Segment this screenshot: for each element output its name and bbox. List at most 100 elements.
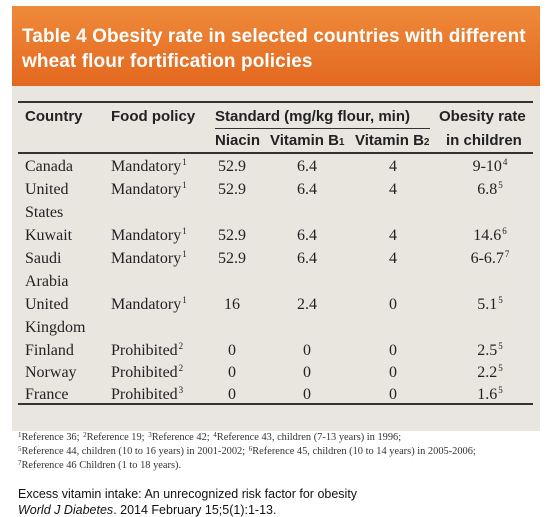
cell-country: States: [25, 204, 64, 221]
cell-b2: 4: [389, 181, 397, 198]
cell-niacin: 0: [228, 342, 236, 359]
header-country: Country: [25, 108, 83, 125]
table-title-line-1: Table 4 Obesity rate in selected countri…: [22, 26, 526, 47]
footnote-marker: 3: [178, 385, 184, 395]
footnote-marker: 1: [182, 157, 187, 167]
footnote-marker: 5: [498, 341, 503, 351]
cell-country: Norway: [25, 364, 77, 381]
cell-b1: 6.4: [297, 250, 317, 267]
cell-rate: 2.55: [477, 341, 503, 359]
cell-country: Kingdom: [25, 319, 86, 336]
caption-citation: World J Diabetes. 2014 February 15;5(1):…: [18, 503, 276, 517]
reference-text: Reference 45, children (10 to 14 years) …: [252, 446, 476, 457]
footnote-marker: 4: [502, 157, 508, 167]
reference-text: Reference 19;: [86, 432, 148, 443]
cell-policy: Mandatory1: [111, 157, 187, 175]
reference-marker: 5: [18, 445, 22, 453]
header-obesity-line-2: in children: [446, 132, 522, 149]
cell-b2: 4: [389, 250, 397, 267]
header-standard: Standard (mg/kg flour, min): [215, 108, 411, 125]
cell-country: Finland: [25, 342, 74, 359]
footnote-marker: 6: [502, 226, 507, 236]
cell-country: Kuwait: [25, 227, 73, 244]
reference-marker: 3: [148, 431, 152, 439]
reference-text: Reference 44, children (10 to 16 years) …: [21, 446, 248, 457]
footnote-marker: 1: [182, 295, 187, 305]
table-panel: Table 4 Obesity rate in selected countri…: [12, 6, 540, 431]
cell-b1: 6.4: [297, 158, 317, 175]
header-vitamin-b2: Vitamin B2: [355, 132, 430, 149]
reference-line: 1Reference 36; 2Reference 19; 3Reference…: [17, 431, 402, 443]
reference-marker: 4: [213, 431, 217, 439]
cell-policy: Prohibited3: [111, 385, 184, 403]
cell-b1: 6.4: [297, 181, 317, 198]
cell-b2: 0: [389, 386, 397, 403]
reference-line: 5Reference 44, children (10 to 16 years)…: [17, 445, 476, 457]
cell-country: United: [25, 296, 69, 313]
reference-text: Reference 46 Children (1 to 18 years).: [21, 460, 182, 471]
table-title-line-2: wheat flour fortification policies: [22, 51, 313, 72]
reference-text: Reference 42;: [151, 432, 213, 443]
reference-text: Reference 43, children (7-13 years) in 1…: [216, 432, 402, 443]
journal-name: World J Diabetes: [18, 503, 114, 517]
reference-text: Reference 36;: [21, 432, 83, 443]
reference-marker: 6: [248, 445, 253, 453]
header-niacin: Niacin: [215, 132, 261, 149]
cell-rate: 6-6.77: [470, 249, 510, 267]
reference-marker: 7: [18, 459, 22, 467]
header-obesity-line-1: Obesity rate: [439, 108, 526, 125]
cell-country: Canada: [25, 158, 73, 175]
footnote-marker: 2: [178, 363, 184, 373]
cell-country: France: [25, 386, 69, 403]
table-title-banner: Table 4 Obesity rate in selected countri…: [12, 6, 540, 86]
cell-b2: 4: [389, 227, 397, 244]
standard-rule: [215, 128, 430, 129]
footnote-marker: 2: [178, 341, 184, 351]
reference-marker: 2: [83, 431, 87, 439]
footnote-marker: 5: [498, 363, 503, 373]
cell-b2: 4: [389, 158, 397, 175]
cell-b2: 0: [389, 296, 397, 313]
cell-b2: 0: [389, 342, 397, 359]
cell-rate: 2.25: [477, 363, 503, 381]
footnote-marker: 5: [498, 180, 503, 190]
footnote-marker: 7: [504, 249, 510, 259]
cell-niacin: 52.9: [218, 181, 246, 198]
footnote-marker: 1: [182, 249, 187, 259]
cell-policy: Mandatory1: [111, 295, 187, 313]
cell-niacin: 52.9: [218, 227, 246, 244]
footnote-marker: 1: [182, 226, 187, 236]
header-vitamin-b1: Vitamin B1: [270, 132, 345, 149]
cell-niacin: 0: [228, 364, 236, 381]
cell-niacin: 16: [224, 296, 240, 313]
reference-line: 7Reference 46 Children (1 to 18 years).: [17, 459, 182, 471]
cell-rate: 1.65: [477, 385, 503, 403]
cell-policy: Prohibited2: [111, 363, 184, 381]
cell-b1: 0: [303, 386, 311, 403]
cell-rate: 9-104: [472, 157, 508, 175]
cell-b2: 0: [389, 364, 397, 381]
footnote-marker: 5: [498, 295, 503, 305]
cell-b1: 2.4: [297, 296, 317, 313]
cell-b1: 6.4: [297, 227, 317, 244]
citation-details: . 2014 February 15;5(1):1-13.: [113, 503, 277, 517]
cell-rate: 14.66: [473, 226, 507, 244]
cell-rate: 5.15: [477, 295, 503, 313]
cell-policy: Mandatory1: [111, 249, 187, 267]
cell-country: Arabia: [25, 273, 69, 290]
cell-rate: 6.85: [477, 180, 503, 198]
cell-b1: 0: [303, 342, 311, 359]
cell-b1: 0: [303, 364, 311, 381]
reference-marker: 1: [18, 431, 22, 439]
cell-country: United: [25, 181, 69, 198]
top-rule: [18, 101, 533, 103]
cell-policy: Mandatory1: [111, 180, 187, 198]
footnote-marker: 5: [498, 385, 503, 395]
cell-niacin: 0: [228, 386, 236, 403]
footnote-marker: 1: [182, 180, 187, 190]
header-rule: [18, 152, 533, 154]
caption-title: Excess vitamin intake: An unrecognized r…: [18, 487, 358, 501]
cell-policy: Prohibited2: [111, 341, 184, 359]
header-food-policy: Food policy: [111, 108, 196, 125]
cell-country: Saudi: [25, 250, 62, 267]
